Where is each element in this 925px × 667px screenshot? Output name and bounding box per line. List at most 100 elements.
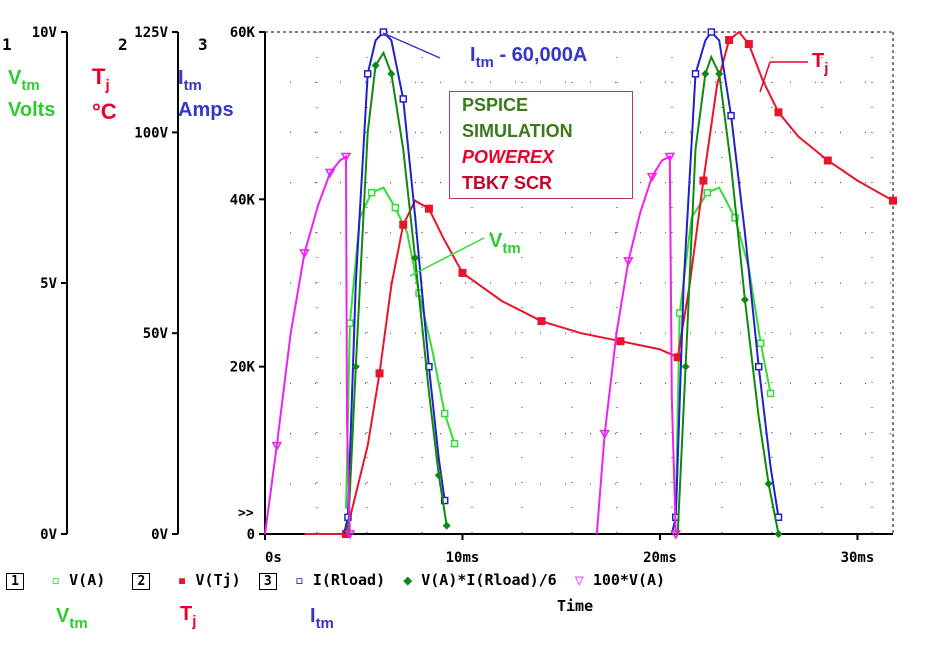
series-2-point-13 <box>616 337 625 346</box>
axis3-quantity-label: Itm Amps <box>178 67 234 121</box>
bottom-label-itm: Itm <box>310 605 334 632</box>
series-2-point-25 <box>823 156 832 165</box>
legend-item-irload: I(Rload) <box>312 571 386 589</box>
series-line-4 <box>670 30 780 535</box>
annotation-line-1: PSPICE <box>462 95 529 115</box>
legend-item-va: V(A) <box>69 571 106 589</box>
series-2-point-27 <box>889 196 897 205</box>
series-6-point-10 <box>774 530 783 538</box>
annotation-line-3: POWEREX <box>462 147 555 167</box>
series-2-point-11 <box>537 317 546 326</box>
series-8-group <box>595 152 682 540</box>
cursor-marker: >> <box>238 506 254 521</box>
annotation-line-2: SIMULATION <box>462 121 573 141</box>
axis3-tick-label-0: 60K <box>230 25 256 41</box>
series-8-point-5 <box>646 172 658 183</box>
bottom-label-vtm: Vtm <box>56 605 88 632</box>
axis2-tick-label-1: 100V <box>134 125 168 141</box>
series-2-point-1 <box>341 530 350 538</box>
series-7-point-3 <box>299 249 310 259</box>
series-7-group <box>264 152 356 540</box>
series-0-point-1 <box>346 319 354 327</box>
series-4-point-5 <box>707 28 716 36</box>
bottom-label-tj: Tj <box>180 603 197 630</box>
legend-symbol-irload: ▫ <box>294 571 304 589</box>
series-1-point-7 <box>756 339 765 347</box>
axis3-number: 3 <box>198 35 208 54</box>
series-4-group <box>670 28 783 535</box>
series-5-point-1 <box>351 362 360 371</box>
legend-symbol-power: ◆ <box>403 571 413 589</box>
series-2-group <box>304 30 897 538</box>
axis3-tick-label-1: 40K <box>230 192 256 208</box>
series-8-point-7 <box>664 152 676 163</box>
tj-leader-line-b <box>759 61 771 93</box>
vtm-annotation: Vtm <box>489 230 521 257</box>
vtm-leader-line <box>409 237 485 277</box>
tj-annotation: Tj <box>812 50 829 77</box>
axis2-tick-label-2: 50V <box>143 326 169 342</box>
series-2-point-15 <box>673 353 682 362</box>
axis3-unit-label: Amps <box>178 99 234 121</box>
series-6-point-1 <box>681 362 690 371</box>
x-axis-title: Time <box>557 597 594 615</box>
series-6-point-3 <box>701 69 710 78</box>
legend: 1 ▫ V(A) 2 ▪ V(Tj) 3 ▫ I(Rload) ◆ V(A)*I… <box>6 571 665 590</box>
series-5-point-7 <box>411 253 420 262</box>
series-line-3 <box>343 30 446 535</box>
axis2-unit-label: °C <box>92 99 117 124</box>
axis2-number: 2 <box>118 35 128 54</box>
series-8-point-9 <box>670 530 682 540</box>
series-3-point-5 <box>379 28 388 36</box>
series-6-point-9 <box>764 479 773 488</box>
series-0-point-5 <box>391 203 400 212</box>
legend-symbol-100va: ▽ <box>574 571 584 589</box>
legend-item-100va: 100*V(A) <box>592 571 666 589</box>
series-4-point-7 <box>727 111 735 120</box>
x-tick-label-2: 20ms <box>643 550 677 566</box>
series-2-point-7 <box>424 204 433 213</box>
series-7-point-5 <box>324 168 336 179</box>
series-7-point-7 <box>340 152 352 163</box>
x-tick-label-0: 0s <box>265 550 282 566</box>
simulation-annotation-box: PSPICE SIMULATION POWEREX TBK7 SCR <box>449 91 633 199</box>
series-8-point-1 <box>599 429 610 440</box>
series-5-point-5 <box>387 69 396 78</box>
series-2-point-5 <box>399 220 408 229</box>
legend-item-vtj: V(Tj) <box>195 571 241 589</box>
annotation-line-4: TBK7 SCR <box>462 173 553 193</box>
series-2-point-23 <box>774 108 783 117</box>
axis1-tick-label-0: 10V <box>32 25 58 41</box>
series-0-point-3 <box>367 188 376 197</box>
axis3-tick-label-3: 0 <box>247 527 255 543</box>
legend-axis1-number: 1 <box>6 573 24 590</box>
series-4-point-3 <box>691 70 700 78</box>
series-1-point-3 <box>703 188 712 197</box>
x-tick-label-3: 30ms <box>841 550 875 566</box>
series-5-group <box>346 50 451 535</box>
series-1-group <box>674 186 775 509</box>
series-2-point-21 <box>744 40 753 49</box>
itm-peak-annotation: Itm - 60,000A <box>470 44 588 71</box>
series-4-point-9 <box>754 362 763 371</box>
legend-axis2-number: 2 <box>132 573 151 590</box>
series-line-8 <box>595 154 677 535</box>
series-6-group <box>676 54 783 538</box>
series-5-point-10 <box>442 521 451 530</box>
x-tick-label-1: 10ms <box>446 550 480 566</box>
series-7-point-1 <box>271 441 283 452</box>
series-6-point-7 <box>740 295 749 304</box>
series-2-point-9 <box>458 268 467 277</box>
legend-symbol-va: ▫ <box>51 571 61 589</box>
series-3-point-11 <box>440 496 449 505</box>
legend-axis3-number: 3 <box>258 573 277 590</box>
axis1-quantity-label: Vtm Volts <box>8 67 56 121</box>
series-line-7 <box>264 154 351 535</box>
series-5-point-9 <box>434 471 443 480</box>
series-1-point-8 <box>766 389 775 398</box>
series-3-point-7 <box>399 95 407 103</box>
itm-leader-line <box>382 32 441 59</box>
axis1-number: 1 <box>2 35 12 54</box>
series-0-point-10 <box>450 439 459 448</box>
series-7-point-9 <box>344 530 356 540</box>
